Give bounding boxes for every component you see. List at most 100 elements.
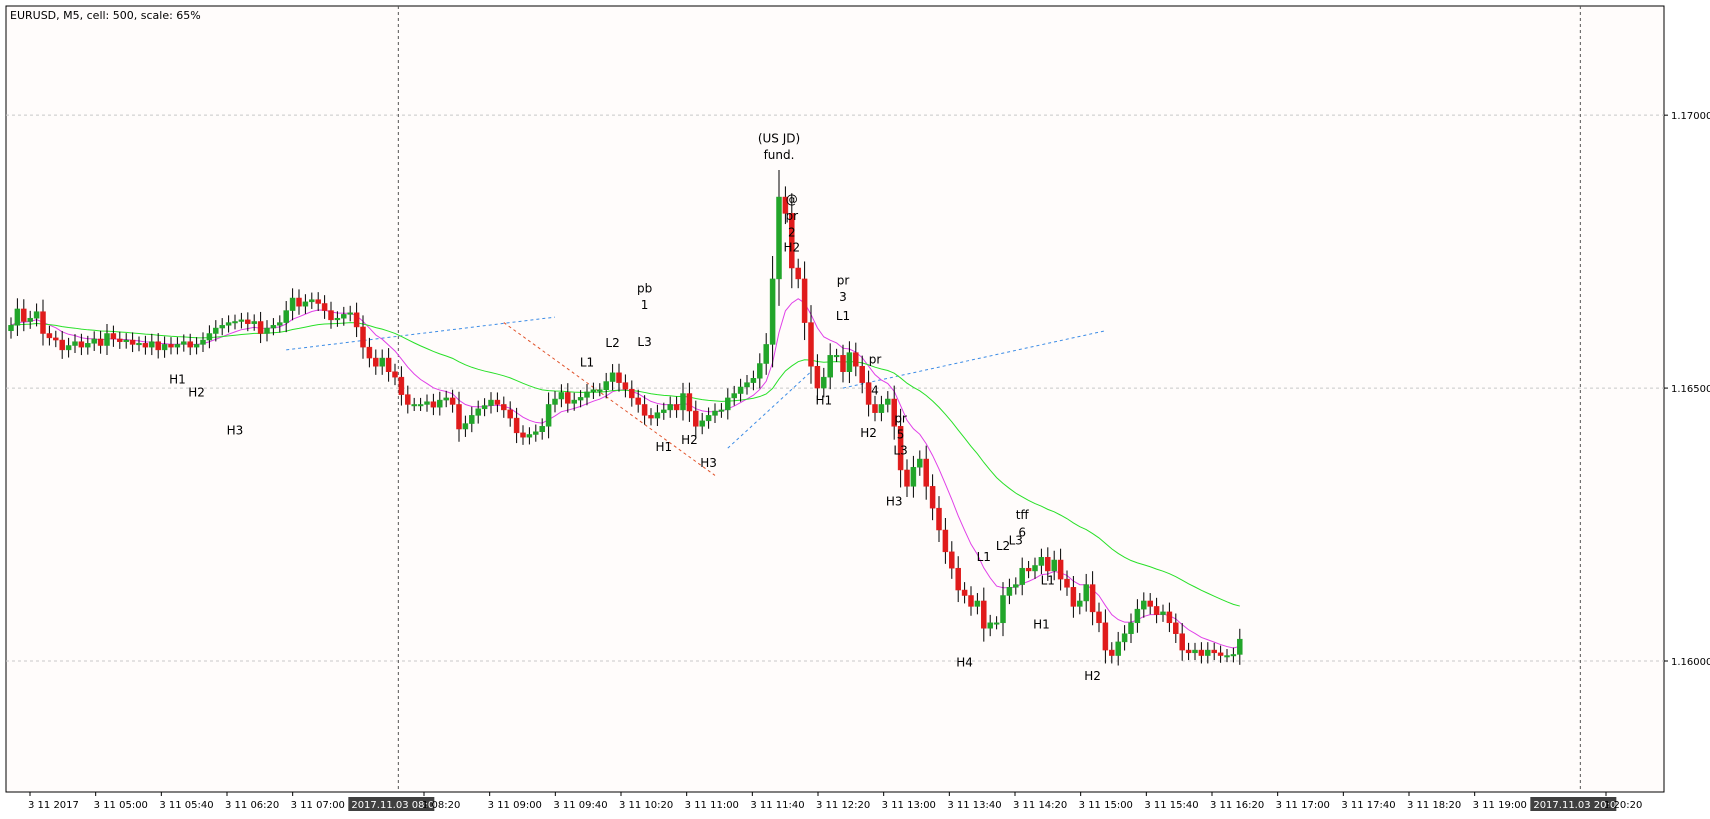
candle-bull: [411, 404, 417, 407]
candle-bear: [853, 352, 859, 367]
candle-bear: [59, 339, 65, 351]
candle-bull: [552, 398, 558, 405]
candle-bear: [1153, 606, 1160, 615]
candle-bull: [232, 321, 238, 324]
candle-bear: [686, 393, 693, 412]
candle-bull: [91, 338, 97, 344]
candle-bear: [936, 507, 942, 531]
candle-bull: [379, 357, 385, 367]
candle-bear: [891, 398, 897, 427]
candle-bull: [590, 389, 597, 393]
candle-bear: [110, 333, 117, 340]
candle-bear: [129, 339, 136, 345]
chart-annotation: 1: [641, 298, 649, 312]
chart-annotation: L1: [977, 550, 991, 564]
candle-bull: [417, 404, 424, 407]
chart-annotation: H2: [188, 385, 205, 399]
candle-bear: [46, 333, 53, 339]
candle-bear: [1089, 584, 1096, 613]
candle-bear: [1064, 578, 1070, 588]
chart-annotation: L2: [605, 336, 619, 350]
candle-bear: [865, 382, 872, 405]
candle-bull: [667, 404, 673, 411]
candle-bull: [769, 278, 776, 345]
candle-bull: [193, 344, 200, 348]
candle-bull: [885, 398, 891, 405]
candle-bull: [661, 409, 667, 413]
candle-bull: [993, 622, 1000, 625]
candle-bull: [27, 317, 33, 322]
chart-annotation: L1: [580, 355, 594, 369]
candle-bull: [161, 344, 168, 351]
x-tick-label: 3 11 2017: [28, 800, 79, 811]
candle-bull: [718, 409, 725, 412]
candle-bear: [373, 357, 379, 367]
candle-bear: [501, 404, 507, 411]
candle-bull: [974, 600, 981, 607]
chart-annotation: H2: [783, 241, 800, 255]
chart-annotation: L3: [1009, 534, 1023, 548]
x-tick-label: 1 08:20: [422, 800, 460, 811]
chart-annotation: L2: [996, 539, 1010, 553]
x-tick-highlight: [1530, 797, 1617, 811]
candle-bull: [309, 299, 315, 303]
chart-annotation: H2: [681, 433, 698, 447]
chart-annotation: H1: [1033, 617, 1050, 631]
candle-bull: [917, 458, 923, 468]
candle-bear: [1147, 600, 1153, 607]
x-tick-label: 3 11 19:00: [1473, 800, 1527, 811]
candle-bull: [181, 341, 187, 345]
candle-bull: [1121, 633, 1128, 643]
candle-bull: [827, 355, 833, 378]
candle-bear: [840, 355, 846, 372]
candle-bull: [776, 196, 782, 280]
candle-bear: [520, 432, 526, 438]
candle-bull: [699, 420, 705, 427]
candle-bull: [1019, 567, 1025, 585]
candle-bear: [321, 303, 328, 311]
candle-bull: [85, 343, 91, 348]
candle-bear: [872, 404, 878, 413]
candle-bear: [789, 213, 795, 269]
candle-bull: [571, 399, 577, 404]
candle-bull: [763, 344, 769, 364]
candle-bull: [712, 410, 718, 416]
x-tick-label: 3 11 10:20: [619, 800, 673, 811]
candle-bull: [136, 343, 142, 346]
chart-annotation: 3: [839, 290, 847, 304]
x-tick-label: 3 11 05:00: [94, 800, 148, 811]
x-tick-label: 3 11 15:40: [1144, 800, 1198, 811]
x-tick-label: 3 11 09:00: [488, 800, 542, 811]
candle-bull: [1083, 584, 1089, 602]
candle-bull: [577, 397, 584, 401]
price-axis[interactable]: 1.17000 1.16500 1.16000: [1664, 111, 1710, 668]
candle-bull: [1006, 587, 1013, 596]
candle-bull: [283, 310, 289, 323]
candle-bear: [942, 529, 949, 553]
candle-bull: [1077, 600, 1083, 607]
candle-bull: [1000, 595, 1006, 624]
candle-bull: [219, 325, 225, 329]
candle-bull: [347, 312, 353, 315]
chart-annotation: L1: [1041, 574, 1055, 588]
trend-line: [842, 330, 1106, 389]
candle-bear: [897, 426, 904, 471]
candle-bear: [40, 311, 46, 334]
plot-area[interactable]: [5, 5, 1665, 793]
candle-bull: [1141, 600, 1147, 610]
chart-annotation: H2: [860, 426, 877, 440]
chart-title: EURUSD, M5, cell: 500, scale: 65%: [10, 9, 201, 22]
time-axis[interactable]: 3 11 2017 3 11 05:00 3 11 05:40 3 11 06:20 3…: [28, 792, 1642, 811]
y-tick-label: 1.16000: [1671, 657, 1710, 668]
candle-bear: [968, 595, 974, 607]
candle-bull: [757, 363, 763, 379]
candle-bear: [1045, 557, 1051, 572]
chart-annotation: H3: [227, 423, 244, 437]
candle-bear: [795, 267, 801, 280]
candle-bull: [469, 415, 475, 424]
candle-bear: [21, 308, 27, 322]
chart-annotation: pr: [786, 209, 799, 223]
